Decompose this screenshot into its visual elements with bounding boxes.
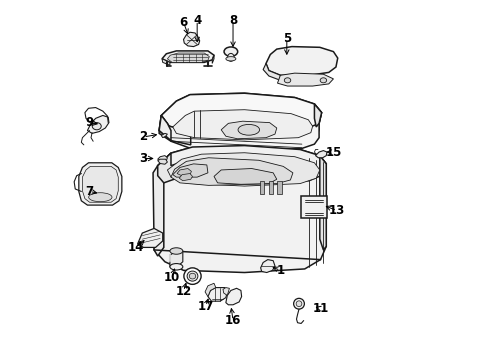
Polygon shape (158, 145, 325, 184)
Polygon shape (158, 156, 167, 162)
Polygon shape (167, 53, 209, 62)
Polygon shape (223, 288, 229, 296)
Text: 14: 14 (128, 241, 144, 254)
Ellipse shape (169, 264, 183, 270)
Text: 16: 16 (224, 314, 241, 327)
Ellipse shape (88, 193, 112, 202)
Polygon shape (260, 260, 274, 273)
Polygon shape (161, 134, 167, 138)
Polygon shape (179, 174, 192, 181)
Polygon shape (177, 168, 191, 176)
Polygon shape (167, 153, 319, 186)
Text: 5: 5 (282, 32, 290, 45)
Polygon shape (221, 121, 276, 139)
Polygon shape (263, 63, 280, 80)
Text: 2: 2 (139, 130, 147, 144)
Polygon shape (214, 168, 276, 184)
Polygon shape (79, 163, 122, 205)
Polygon shape (172, 110, 312, 140)
Polygon shape (87, 116, 109, 134)
Text: 7: 7 (85, 185, 93, 198)
Polygon shape (159, 116, 171, 140)
Polygon shape (277, 73, 333, 86)
Polygon shape (204, 283, 215, 297)
Ellipse shape (92, 123, 101, 130)
Polygon shape (162, 59, 169, 65)
Ellipse shape (284, 78, 290, 83)
Polygon shape (277, 181, 281, 194)
Ellipse shape (238, 125, 259, 135)
Ellipse shape (293, 298, 304, 309)
Text: 6: 6 (179, 16, 187, 29)
Text: 12: 12 (175, 285, 191, 298)
Polygon shape (319, 156, 325, 250)
Polygon shape (268, 181, 272, 194)
Polygon shape (212, 55, 214, 63)
Text: 11: 11 (312, 302, 328, 315)
Polygon shape (183, 32, 199, 46)
Ellipse shape (224, 47, 237, 56)
Text: 17: 17 (197, 300, 213, 313)
Polygon shape (171, 158, 292, 185)
Polygon shape (225, 288, 241, 305)
Polygon shape (82, 166, 118, 202)
Text: 8: 8 (228, 14, 237, 27)
Bar (301, 196, 326, 218)
Ellipse shape (320, 78, 326, 83)
Polygon shape (169, 251, 183, 267)
Polygon shape (158, 159, 167, 164)
Polygon shape (137, 228, 163, 247)
Polygon shape (259, 181, 264, 194)
Ellipse shape (187, 271, 198, 281)
Ellipse shape (189, 273, 195, 279)
Polygon shape (158, 153, 187, 183)
Polygon shape (154, 145, 325, 273)
Text: 9: 9 (85, 116, 94, 129)
Ellipse shape (296, 301, 301, 307)
Polygon shape (265, 46, 337, 75)
Polygon shape (162, 51, 214, 62)
Text: 3: 3 (139, 152, 147, 165)
Text: 13: 13 (328, 204, 345, 217)
Text: 15: 15 (325, 145, 341, 158)
Polygon shape (172, 164, 207, 177)
Text: 10: 10 (163, 271, 180, 284)
Polygon shape (207, 288, 227, 301)
Polygon shape (161, 116, 319, 147)
Text: 4: 4 (193, 14, 201, 27)
Polygon shape (315, 150, 326, 158)
Text: 1: 1 (276, 264, 284, 277)
Ellipse shape (227, 53, 234, 61)
Polygon shape (314, 104, 321, 127)
Ellipse shape (225, 57, 235, 61)
Ellipse shape (169, 248, 183, 254)
Polygon shape (159, 93, 321, 151)
Polygon shape (159, 116, 190, 145)
Polygon shape (153, 166, 163, 256)
Polygon shape (161, 93, 321, 134)
Ellipse shape (183, 268, 201, 284)
